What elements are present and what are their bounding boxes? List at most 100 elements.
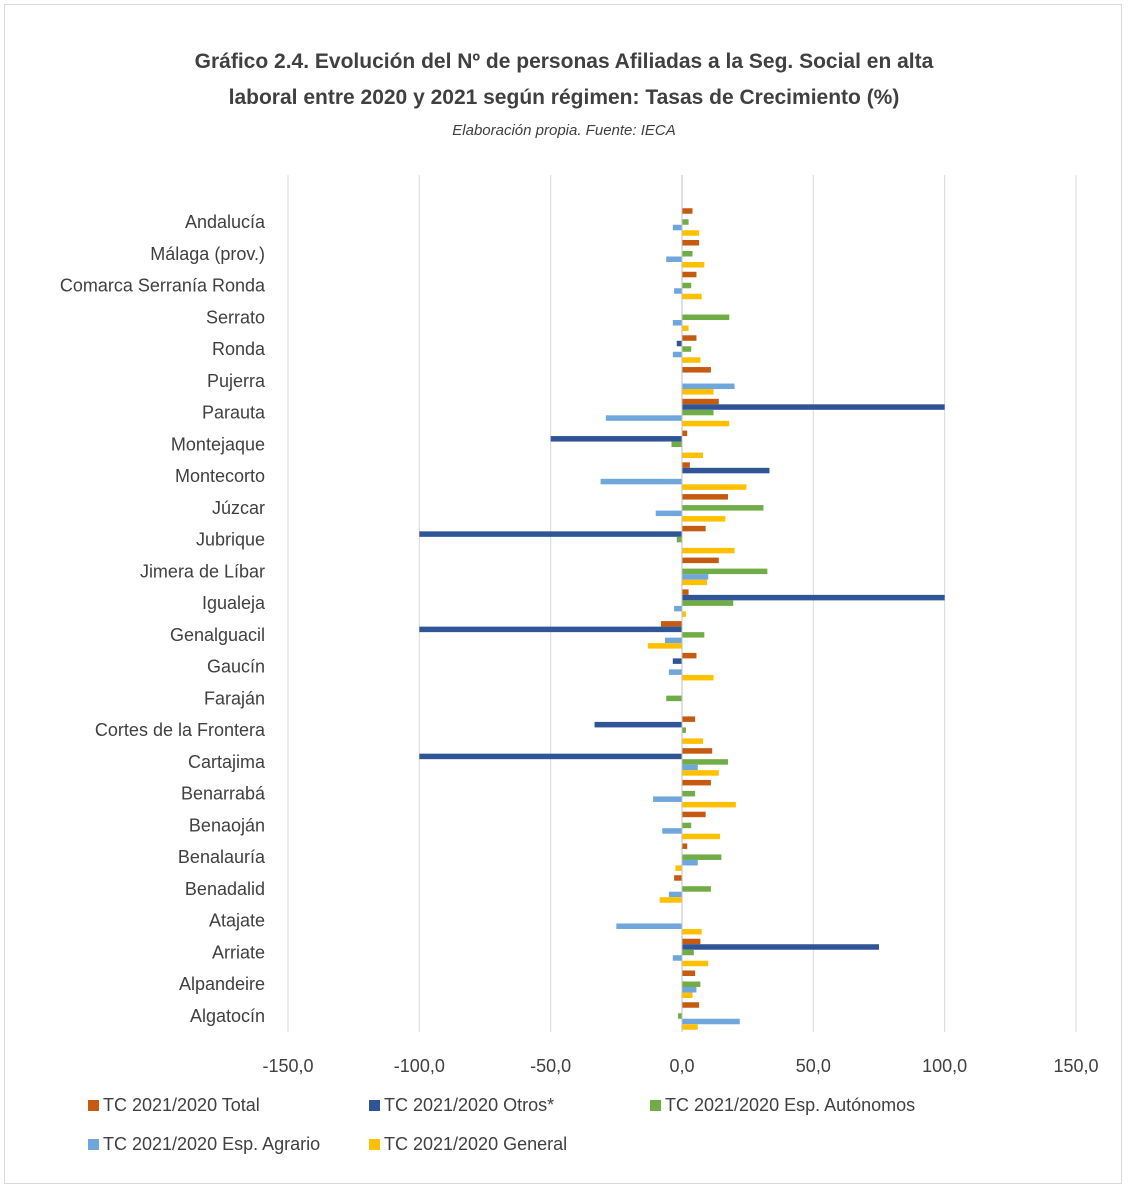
bar [600,478,682,485]
category-label: Comarca Serranía Ronda [60,276,266,296]
bar [419,531,682,537]
bar [676,536,682,543]
legend-item: TC 2021/2020 Total [88,1095,260,1116]
bar [605,415,682,421]
bar [668,669,682,675]
bar [672,320,682,326]
bar [682,600,734,606]
bar [672,351,682,358]
bar [647,643,682,649]
bar [682,494,728,500]
chart-subtitle: Elaboración propia. Fuente: IECA [452,122,676,139]
category-label: Igualeja [202,593,266,613]
bar [682,854,722,860]
bar [550,436,682,442]
legend-item: TC 2021/2020 Esp. Autónomos [650,1095,915,1116]
bar [662,828,682,834]
category-label: Gaucín [207,657,265,677]
bar [682,859,698,866]
bar [671,441,682,448]
bar [682,738,704,744]
legend-item: TC 2021/2020 General [369,1134,567,1155]
bar [682,928,702,935]
category-label: Arriate [212,942,265,962]
x-tick-label: 0,0 [669,1056,694,1076]
bar [682,367,711,373]
bar [674,288,682,294]
bar [594,721,682,728]
category-label: Andalucía [185,212,266,232]
category-label: Cortes de la Frontera [95,720,266,740]
bar [682,467,770,474]
legend-swatch [88,1139,99,1150]
bar [682,611,686,617]
category-label: Benalauría [178,847,266,867]
bar [672,955,682,961]
bar [682,801,736,808]
bar [682,208,693,214]
category-label: Atajate [209,911,265,931]
bar [682,505,764,511]
bar [682,568,768,575]
category-label: Faraján [204,688,265,708]
bar [682,282,692,289]
chart-title-line-1: Gráfico 2.4. Evolución del Nº de persona… [194,50,934,73]
bar [682,251,693,257]
bar [682,970,696,976]
bar [666,256,682,263]
bar [682,346,692,352]
bar [682,822,692,829]
bar [682,484,747,490]
bar [682,389,714,395]
bar [419,626,682,633]
category-label: Jimera de Líbar [140,561,265,581]
category-label: Montejaque [171,434,265,454]
bar [682,1024,698,1030]
bar [682,843,688,849]
chart-frame [4,4,1122,1184]
bar [682,574,709,580]
category-label: Cartajima [188,752,266,772]
category-label: Benaoján [189,815,265,835]
legend-label: TC 2021/2020 Otros* [384,1095,555,1115]
bar [672,658,682,664]
bar [682,293,702,300]
bar [419,753,682,760]
bar [682,262,705,268]
bar [682,240,700,246]
x-tick-label: 150,0 [1053,1056,1098,1076]
bar [674,605,682,612]
category-label: Jubrique [196,530,265,550]
bar [655,510,682,517]
category-label: Alpandeire [179,974,265,994]
bar [682,759,728,765]
category-label: Benarrabá [181,784,266,804]
legend-label: TC 2021/2020 Esp. Autónomos [665,1095,916,1115]
bar [682,949,694,956]
bar [659,897,682,903]
bar [676,340,682,347]
bar [682,674,714,681]
bar [682,748,713,754]
bar [682,594,945,601]
bar [682,219,689,225]
bar [682,271,697,278]
category-label: Júzcar [212,498,265,518]
bar [682,811,706,818]
bar [682,525,706,532]
bar [682,357,701,363]
x-tick-label: -50,0 [530,1056,571,1076]
category-label: Parauta [202,403,266,423]
bar [682,960,709,967]
legend-label: TC 2021/2020 General [384,1134,568,1154]
bar [682,452,704,459]
bar [682,383,735,390]
legend-swatch [88,1100,99,1111]
bar [682,557,719,564]
bar [682,462,690,468]
bar [660,621,682,627]
bar [682,420,730,427]
category-label: Serrato [206,307,265,327]
bar [682,992,693,998]
